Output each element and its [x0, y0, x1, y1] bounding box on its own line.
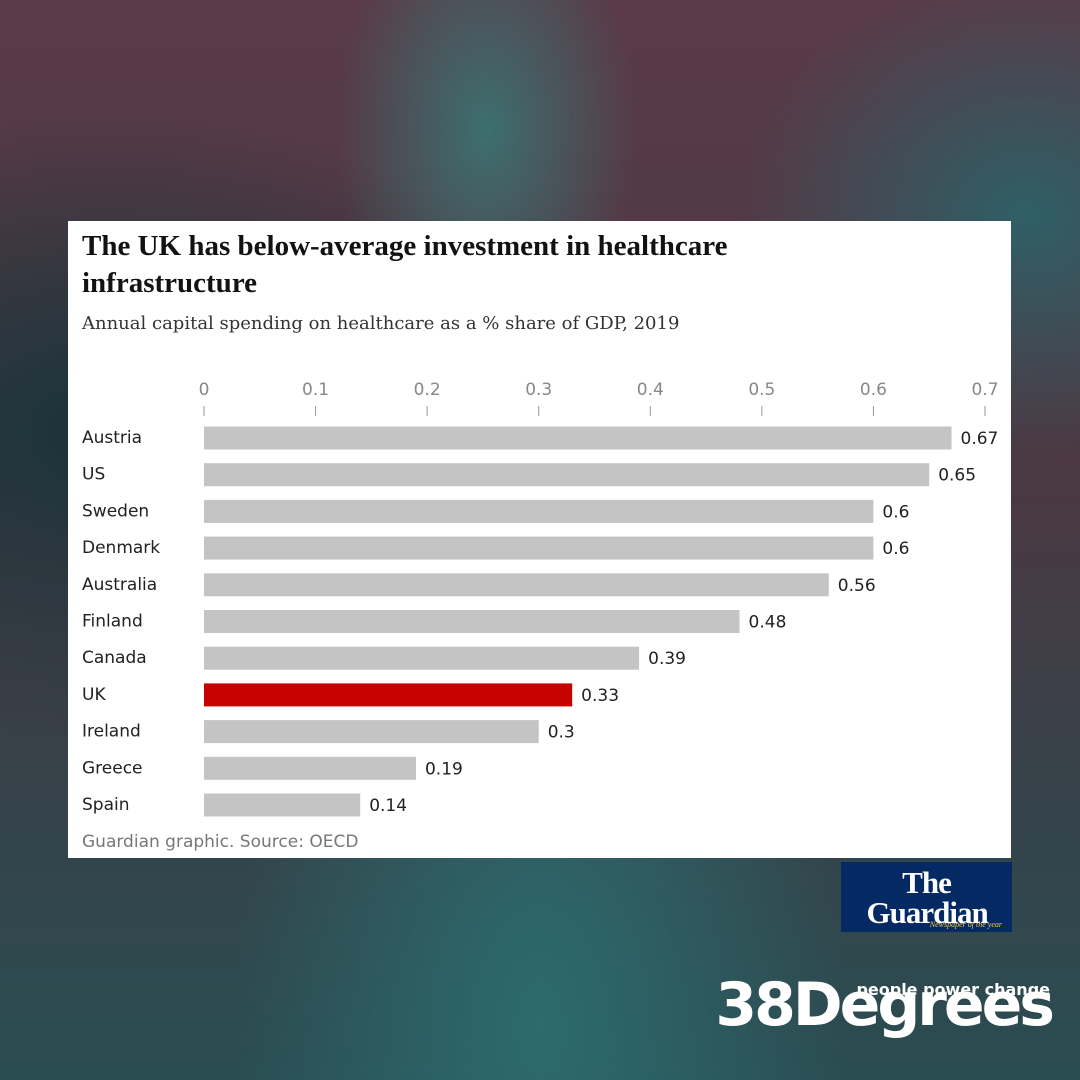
value-label: 0.48 [749, 613, 787, 633]
x-tick-label: 0.7 [971, 380, 998, 400]
bar [204, 463, 930, 487]
category-label: Spain [82, 795, 130, 815]
bar [204, 610, 740, 633]
value-label: 0.14 [369, 796, 407, 816]
bar [204, 499, 874, 523]
value-label: 0.65 [938, 466, 976, 486]
chart-title: The UK has below-average investment in h… [82, 230, 728, 299]
category-label: Denmark [82, 538, 160, 558]
bar [204, 573, 829, 597]
guardian-logo: The Guardian Newspaper of the year [841, 862, 1012, 932]
x-tick-label: 0 [199, 380, 210, 400]
x-tick-label: 0.1 [302, 380, 329, 400]
bar [204, 426, 952, 450]
category-label: Greece [82, 758, 143, 778]
value-label: 0.33 [581, 686, 619, 706]
value-label: 0.3 [548, 723, 575, 743]
x-tick-label: 0.4 [637, 380, 664, 400]
source: Guardian graphic. Source: OECD [82, 832, 358, 852]
category-label: Austria [82, 428, 142, 448]
category-label: Canada [82, 648, 147, 668]
x-tick-label: 0.6 [860, 380, 887, 400]
org-tagline: people power change [856, 980, 1050, 999]
bar [204, 646, 640, 670]
value-label: 0.6 [882, 539, 909, 559]
guardian-name: The Guardian [866, 865, 989, 930]
value-label: 0.19 [425, 759, 463, 779]
value-label: 0.39 [648, 649, 686, 669]
category-label: Ireland [82, 722, 141, 742]
chart-subtitle: Annual capital spending on healthcare as… [82, 313, 680, 334]
bar [204, 756, 416, 780]
org-logo: 38Degrees [715, 970, 1055, 1040]
value-label: 0.67 [961, 429, 999, 449]
category-label: Australia [82, 575, 157, 595]
x-tick-label: 0.3 [525, 380, 552, 400]
x-tick-label: 0.2 [414, 380, 441, 400]
category-label: UK [82, 685, 106, 705]
category-label: US [82, 465, 105, 485]
bar [204, 793, 361, 817]
bar [204, 720, 539, 744]
category-label: Sweden [82, 501, 149, 521]
value-label: 0.56 [838, 576, 876, 596]
bar [204, 536, 874, 560]
value-label: 0.6 [882, 502, 909, 522]
category-label: Finland [82, 612, 143, 632]
bar [204, 683, 573, 707]
guardian-tagline: Newspaper of the year [929, 920, 1002, 929]
x-tick-label: 0.5 [748, 380, 775, 400]
